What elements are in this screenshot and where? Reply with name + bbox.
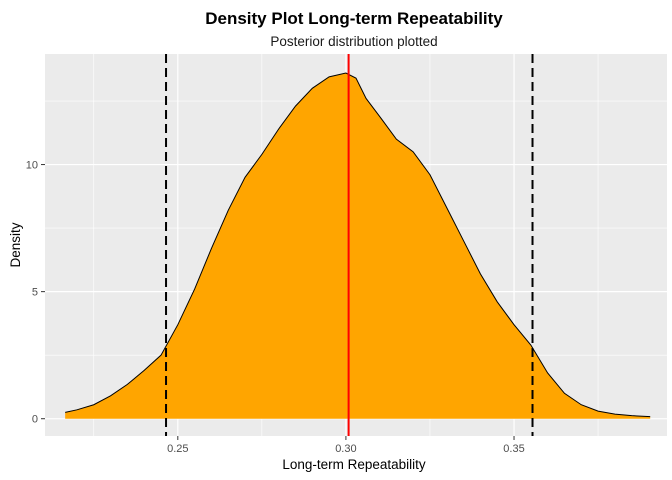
y-axis-ticks: 0 5 10 [26, 160, 45, 426]
x-tick-label: 0.35 [503, 443, 524, 455]
x-tick-label: 0.25 [167, 443, 188, 455]
y-tick-label: 5 [32, 287, 38, 299]
x-axis-title: Long-term Repeatability [282, 457, 426, 472]
chart-title: Density Plot Long-term Repeatability [205, 9, 503, 28]
y-axis-title: Density [8, 222, 23, 267]
x-axis-ticks: 0.25 0.30 0.35 [167, 436, 525, 455]
y-tick-label: 10 [26, 160, 38, 172]
y-tick-label: 0 [32, 414, 38, 426]
density-area [65, 73, 651, 419]
density-outline [65, 72, 651, 418]
reference-lines [165, 54, 534, 436]
x-tick-label: 0.30 [335, 443, 356, 455]
chart-subtitle: Posterior distribution plotted [270, 34, 437, 49]
